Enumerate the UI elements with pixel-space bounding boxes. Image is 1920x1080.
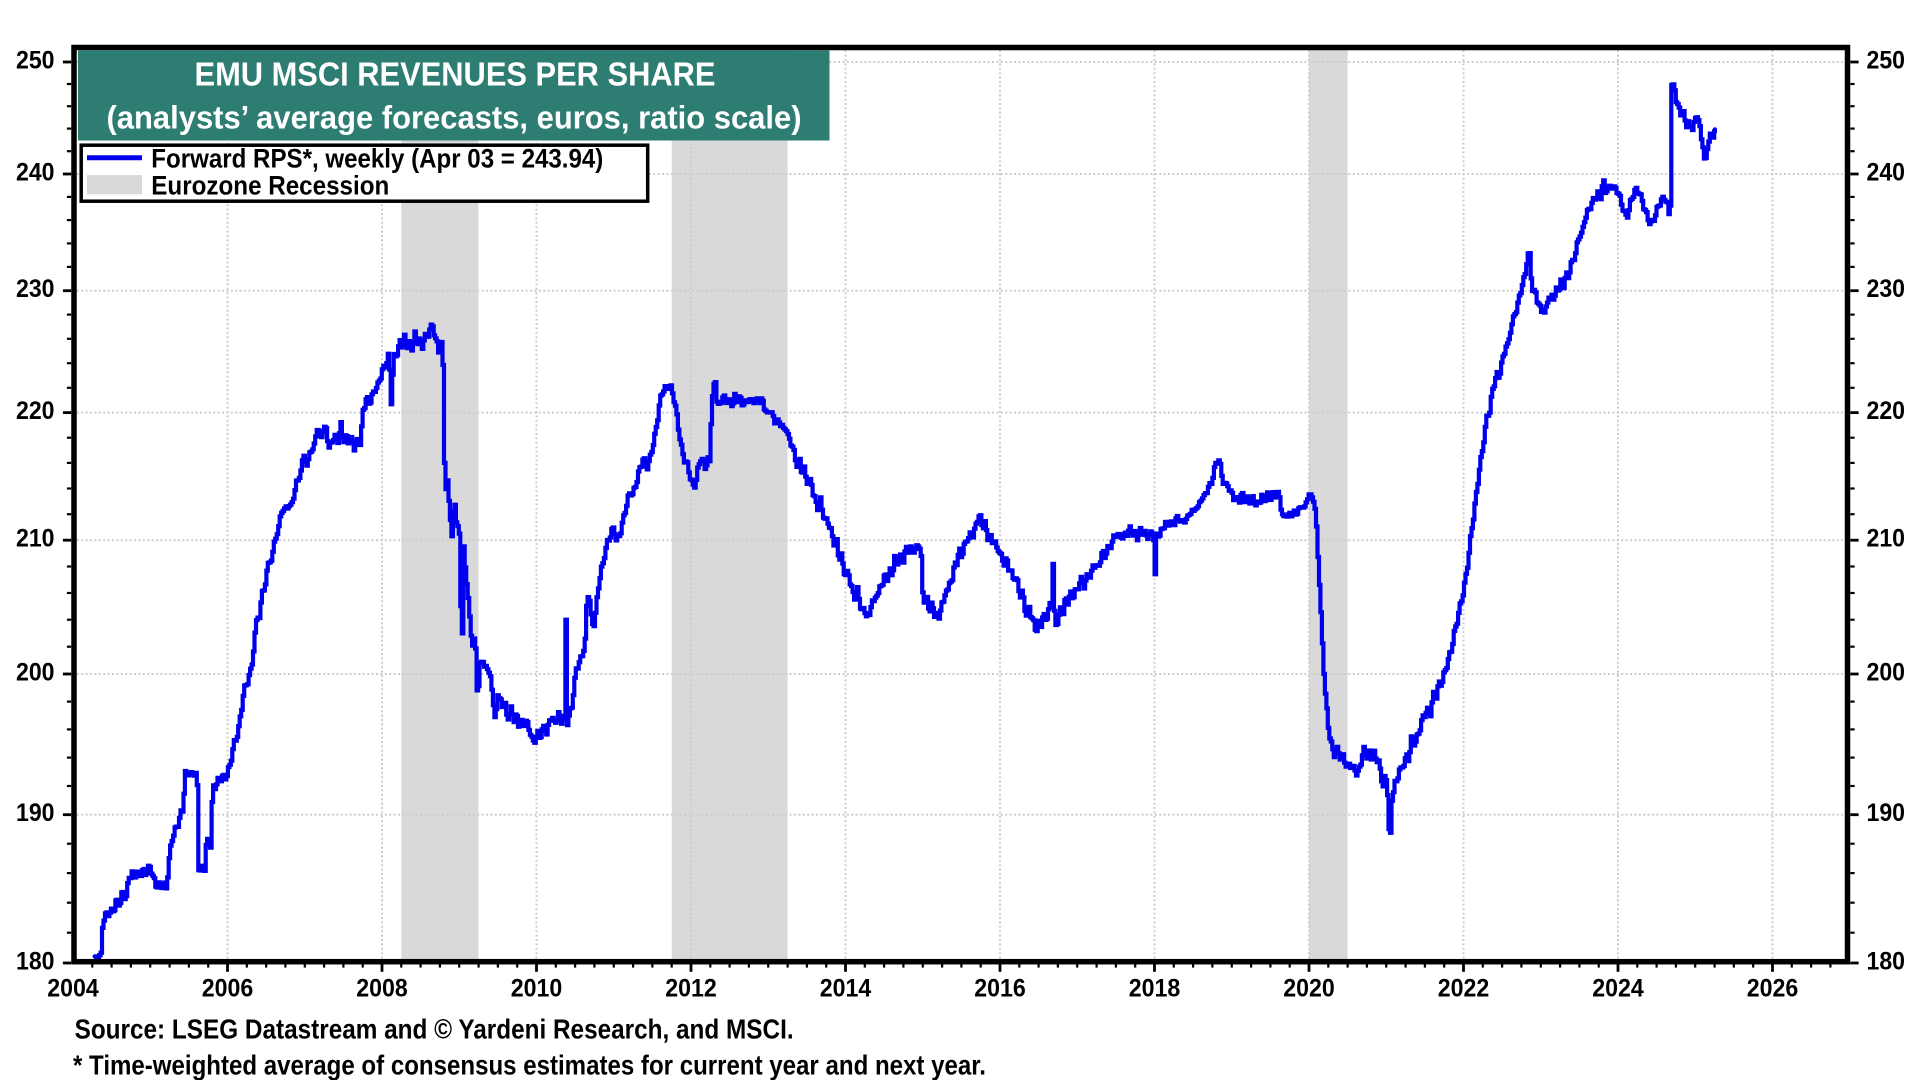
svg-text:240: 240 <box>1867 159 1906 187</box>
svg-text:Eurozone Recession: Eurozone Recession <box>151 170 389 200</box>
svg-text:Forward RPS*, weekly (Apr 03 =: Forward RPS*, weekly (Apr 03 = 243.94) <box>151 144 603 174</box>
svg-text:190: 190 <box>16 799 55 827</box>
svg-text:2020: 2020 <box>1283 975 1335 1003</box>
svg-text:200: 200 <box>1867 659 1906 687</box>
svg-text:220: 220 <box>16 397 55 425</box>
svg-text:210: 210 <box>16 525 55 553</box>
svg-text:* Time-weighted average of con: * Time-weighted average of consensus est… <box>73 1049 986 1080</box>
svg-text:2022: 2022 <box>1438 975 1490 1003</box>
svg-text:250: 250 <box>16 47 55 75</box>
svg-text:230: 230 <box>16 275 55 303</box>
svg-text:230: 230 <box>1867 275 1906 303</box>
svg-text:180: 180 <box>1867 948 1906 976</box>
svg-text:250: 250 <box>1867 47 1906 75</box>
svg-text:Source: LSEG Datastream and ©: Source: LSEG Datastream and © Yardeni Re… <box>75 1014 794 1045</box>
svg-text:190: 190 <box>1867 799 1906 827</box>
svg-text:EMU MSCI REVENUES PER SHARE: EMU MSCI REVENUES PER SHARE <box>195 56 716 93</box>
svg-text:(analysts’ average forecasts,: (analysts’ average forecasts, euros, rat… <box>107 100 802 136</box>
svg-text:200: 200 <box>16 659 55 687</box>
svg-text:180: 180 <box>16 948 55 976</box>
svg-text:2016: 2016 <box>974 975 1026 1003</box>
svg-text:2018: 2018 <box>1129 975 1181 1003</box>
svg-text:2014: 2014 <box>820 975 872 1003</box>
svg-text:2026: 2026 <box>1747 975 1799 1003</box>
svg-text:240: 240 <box>16 159 55 187</box>
svg-text:2012: 2012 <box>665 975 717 1003</box>
svg-text:2008: 2008 <box>356 975 408 1003</box>
svg-text:220: 220 <box>1867 397 1906 425</box>
svg-text:2006: 2006 <box>202 975 254 1003</box>
svg-text:210: 210 <box>1867 525 1906 553</box>
svg-text:2024: 2024 <box>1592 975 1644 1003</box>
svg-text:2004: 2004 <box>47 975 99 1003</box>
svg-text:2010: 2010 <box>511 975 563 1003</box>
